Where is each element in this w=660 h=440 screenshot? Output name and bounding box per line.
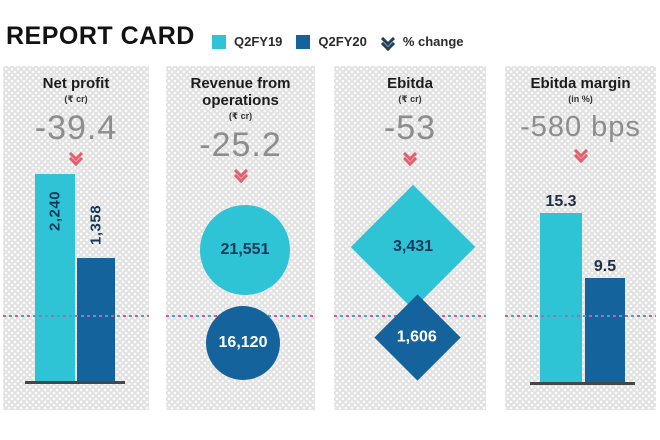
panel-title: Ebitda margin: [530, 75, 631, 92]
axis-baseline: [25, 381, 125, 384]
legend-label-q2fy20: Q2FY20: [318, 34, 367, 49]
panel-title: Ebitda: [387, 75, 433, 92]
bar-value-q2fy19: 15.3: [545, 193, 577, 210]
double-chevron-down-icon: [380, 31, 395, 52]
legend: Q2FY19 Q2FY20 % change: [212, 31, 464, 52]
bar-value-q2fy20: 9.5: [593, 258, 617, 275]
pct-change-value: -25.2: [199, 125, 282, 164]
pct-change-value: -580 bps: [520, 110, 641, 143]
axis-baseline: [530, 382, 635, 385]
panel-revenue: Revenue from operations (₹ cr) -25.2 21,…: [166, 66, 315, 410]
down-arrow-icon: [402, 146, 418, 166]
panel-ebitda-margin: Ebitda margin (in %) -580 bps 15.3 9.5: [505, 66, 656, 410]
dotted-guideline: [505, 315, 656, 317]
dotted-guideline: [3, 315, 149, 317]
bar-value-q2fy19: 2,240: [46, 190, 64, 232]
diamond-q2fy20: 1,606: [374, 294, 461, 381]
bar-q2fy20: [77, 258, 115, 382]
circle-q2fy19: 21,551: [200, 205, 290, 295]
panel-ebitda: Ebitda (₹ cr) -53 3,431 1,606: [334, 66, 486, 410]
panel-title: Net profit: [42, 75, 110, 92]
down-arrow-icon: [68, 146, 84, 166]
panel-unit: (₹ cr): [228, 110, 253, 121]
panel-unit: (₹ cr): [64, 93, 88, 104]
bar-value-q2fy20: 1,358: [87, 204, 105, 246]
legend-swatch-q2fy19: [212, 34, 226, 49]
circle-value-q2fy20: 16,120: [218, 334, 268, 351]
diamond-value-q2fy20: 1,606: [397, 328, 438, 346]
panel-title-line1: Revenue from: [190, 75, 291, 92]
pct-change-value: -53: [383, 108, 437, 147]
panel-title: Revenue from operations: [166, 66, 315, 110]
bar-q2fy19: [540, 213, 582, 383]
legend-swatch-q2fy20: [296, 34, 311, 49]
bar-q2fy20: [585, 278, 625, 383]
bar-q2fy19: [35, 174, 75, 382]
down-arrow-icon: [573, 143, 588, 163]
panel-unit: (₹ cr): [398, 93, 422, 104]
legend-label-q2fy19: Q2FY19: [234, 34, 283, 49]
down-arrow-icon: [233, 163, 248, 183]
circle-value-q2fy19: 21,551: [220, 241, 270, 258]
diamond-q2fy19: 3,431: [350, 184, 476, 310]
panel-unit: (in %): [568, 93, 593, 104]
circle-q2fy20: 16,120: [206, 306, 280, 380]
diamond-value-q2fy19: 3,431: [392, 237, 434, 255]
legend-label-change: % change: [402, 34, 464, 49]
panel-net-profit: Net profit (₹ cr) -39.4 2,240 1,358: [3, 66, 149, 410]
panel-title-line2: operations: [202, 91, 279, 109]
pct-change-value: -39.4: [34, 108, 118, 147]
page-title: REPORT CARD: [6, 22, 195, 50]
